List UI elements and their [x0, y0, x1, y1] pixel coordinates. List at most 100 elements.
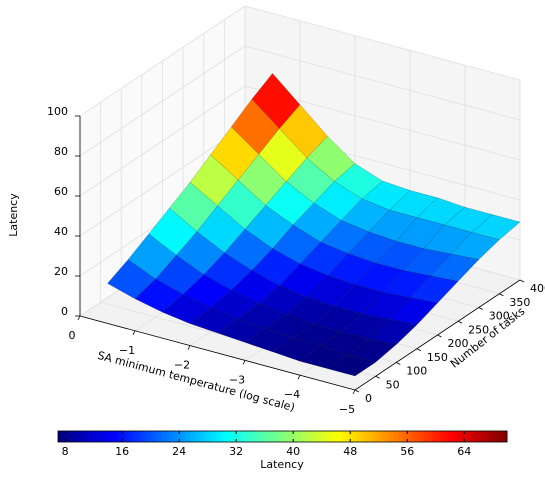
colorbar-segment [84, 431, 89, 442]
colorbar-segment [144, 431, 149, 442]
colorbar-segment [413, 431, 418, 442]
colorbar-segment [95, 431, 100, 442]
colorbar-segment [364, 431, 369, 442]
colorbar-segment [222, 431, 227, 442]
colorbar-segment [499, 431, 504, 442]
colorbar-segment [372, 431, 377, 442]
colorbar-segment [417, 431, 422, 442]
colorbar-segment [484, 431, 489, 442]
colorbar-segment [65, 431, 70, 442]
colorbar-segment [331, 431, 336, 442]
colorbar-segment [188, 431, 194, 442]
y-tick-label: 200 [448, 337, 469, 350]
colorbar-segment [237, 431, 242, 442]
colorbar-segment [245, 431, 250, 442]
surface-patch [347, 338, 397, 363]
colorbar-segment [327, 431, 332, 442]
grid-line [244, 5, 521, 81]
colorbar-segment [196, 431, 201, 442]
colorbar-segment [346, 431, 351, 442]
colorbar-segment [428, 431, 433, 442]
colorbar-segment [286, 431, 291, 442]
colorbar-segment [185, 431, 190, 442]
z-tick-label: 40 [54, 225, 68, 238]
colorbar-segment [398, 431, 403, 442]
colorbar-segment [379, 431, 384, 442]
colorbar-segment [102, 431, 108, 442]
y-tick-label: 50 [386, 378, 400, 391]
x-tick [77, 315, 81, 321]
colorbar-segment [256, 431, 261, 442]
colorbar-segment [252, 431, 257, 442]
colorbar-segment [211, 431, 216, 442]
colorbar-segment [267, 431, 272, 442]
surface-patch [326, 354, 377, 377]
colorbar-tick-label: 16 [115, 445, 129, 458]
colorbar-segment [454, 431, 459, 442]
colorbar-segment [368, 431, 373, 442]
colorbar-segment [301, 431, 306, 442]
colorbar-segment [106, 431, 111, 442]
colorbar-segment [263, 431, 268, 442]
colorbar-segment [462, 431, 467, 442]
z-tick-label: 0 [61, 305, 68, 318]
colorbar-segment [117, 431, 123, 442]
colorbar-tick-label: 48 [343, 445, 357, 458]
colorbar-segment [151, 431, 156, 442]
colorbar-segment [203, 431, 209, 442]
colorbar-segment [181, 431, 186, 442]
colorbar-segment [76, 431, 81, 442]
y-tick [457, 320, 463, 324]
colorbar-segment [87, 431, 93, 442]
x-tick [242, 360, 246, 365]
colorbar-segment [215, 431, 220, 442]
colorbar-segment [308, 431, 313, 442]
y-tick-label: 350 [509, 296, 530, 309]
x-tick [297, 375, 301, 380]
colorbar-segment [233, 431, 238, 442]
x-tick [352, 389, 356, 395]
colorbar-segment [260, 431, 265, 442]
colorbar-segment [342, 431, 347, 442]
y-tick-label: 300 [489, 310, 510, 323]
colorbar-segment [334, 431, 340, 442]
colorbar-segment [409, 431, 414, 442]
colorbar-tick-label: 56 [400, 445, 414, 458]
y-tick [416, 348, 422, 352]
colorbar-segment [289, 431, 295, 442]
y-tick-label: 250 [468, 323, 489, 336]
colorbar-segment [136, 431, 141, 442]
y-tick-label: 400 [530, 282, 545, 295]
y-tick [354, 389, 360, 393]
colorbar-segment [361, 431, 366, 442]
colorbar-segment [488, 431, 493, 442]
y-tick-label: 150 [427, 351, 448, 364]
colorbar-segment [319, 431, 325, 442]
x-tick-label: 0 [69, 329, 76, 342]
colorbar-segment [241, 431, 246, 442]
colorbar-segment [402, 431, 407, 442]
colorbar-segment [480, 431, 485, 442]
colorbar-segment [492, 431, 497, 442]
colorbar-segment [271, 431, 276, 442]
x-tick-label: −1 [119, 344, 135, 357]
z-tick-label: 20 [54, 265, 68, 278]
grid-line [79, 125, 246, 237]
colorbar-segment [495, 431, 500, 442]
colorbar-segment [297, 431, 302, 442]
colorbar-segment [304, 431, 310, 442]
colorbar-segment [91, 431, 96, 442]
y-tick [499, 293, 504, 297]
x-tick [132, 330, 136, 335]
y-tick-label: 100 [406, 365, 427, 378]
y-tick-label: 0 [365, 392, 372, 405]
colorbar-segment [473, 431, 478, 442]
z-tick-label: 100 [47, 105, 68, 118]
colorbar-segment [503, 431, 508, 442]
colorbar-segment [338, 431, 343, 442]
colorbar-segment [282, 431, 287, 442]
colorbar-segment [61, 431, 66, 442]
colorbar-segment [450, 431, 456, 442]
x-tick-label: −3 [229, 373, 245, 386]
